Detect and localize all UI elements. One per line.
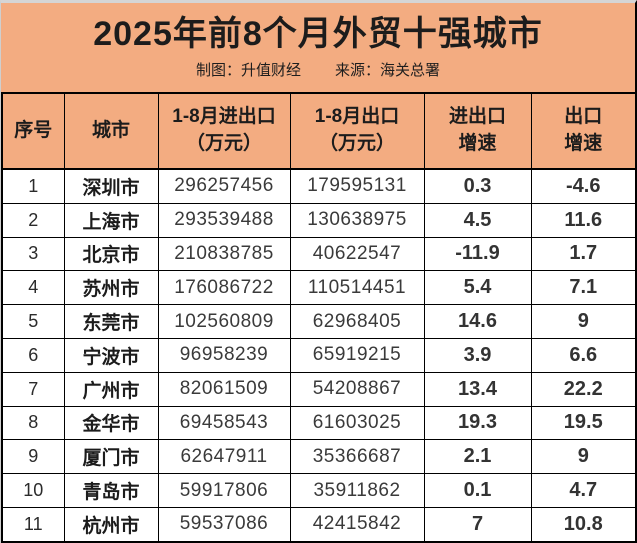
source-label: 来源：海关总署 xyxy=(335,62,441,79)
import-export-growth-cell: 0.1 xyxy=(423,473,532,508)
export-value-cell: 62968405 xyxy=(289,304,425,339)
export-value-cell: 65919215 xyxy=(289,337,425,373)
title-block: 2025年前8个月外贸十强城市 制图：升值财经 来源：海关总署 xyxy=(1,3,635,92)
city-cell: 东莞市 xyxy=(63,304,159,339)
import-export-value-cell: 82061509 xyxy=(157,371,291,407)
import-export-growth-cell: -11.9 xyxy=(423,236,532,272)
export-growth-cell: 22.2 xyxy=(530,371,635,407)
trade-table: 序号 城市 1-8月进出口 （万元） 1-8月出口 （万元） 进出口 增速 出口… xyxy=(1,92,635,543)
table-row: 1 深圳市 296257456 179595131 0.3 -4.6 xyxy=(1,168,635,204)
subtitle: 制图：升值财经 来源：海关总署 xyxy=(1,59,635,80)
import-export-growth-cell: 13.4 xyxy=(423,371,532,407)
table-row: 11 杭州市 59537086 42415842 7 10.8 xyxy=(1,506,635,543)
export-growth-cell: 6.6 xyxy=(530,337,635,373)
table-row: 5 东莞市 102560809 62968405 14.6 9 xyxy=(1,304,635,339)
import-export-growth-cell: 4.5 xyxy=(423,202,532,238)
table-row: 8 金华市 69458543 61603025 19.3 19.5 xyxy=(1,405,635,441)
header-import-export-value: 1-8月进出口 （万元） xyxy=(157,92,291,170)
table-row: 3 北京市 210838785 40622547 -11.9 1.7 xyxy=(1,236,635,272)
export-growth-cell: 7.1 xyxy=(530,270,635,306)
city-cell: 深圳市 xyxy=(63,168,159,204)
city-cell: 宁波市 xyxy=(63,337,159,373)
import-export-value-cell: 210838785 xyxy=(157,236,291,272)
rank-cell: 4 xyxy=(1,270,65,306)
export-value-cell: 179595131 xyxy=(289,168,425,204)
table-header: 序号 城市 1-8月进出口 （万元） 1-8月出口 （万元） 进出口 增速 出口… xyxy=(1,92,635,170)
import-export-value-cell: 293539488 xyxy=(157,202,291,238)
import-export-growth-cell: 7 xyxy=(423,506,532,543)
import-export-value-cell: 296257456 xyxy=(157,168,291,204)
rank-cell: 6 xyxy=(1,337,65,373)
city-cell: 上海市 xyxy=(63,202,159,238)
export-growth-cell: 1.7 xyxy=(530,236,635,272)
rank-cell: 2 xyxy=(1,202,65,238)
table-row: 7 广州市 82061509 54208867 13.4 22.2 xyxy=(1,371,635,407)
import-export-growth-cell: 5.4 xyxy=(423,270,532,306)
import-export-value-cell: 59917806 xyxy=(157,473,291,508)
rank-cell: 3 xyxy=(1,236,65,272)
export-value-cell: 61603025 xyxy=(289,405,425,441)
export-value-cell: 35366687 xyxy=(289,439,425,475)
export-value-cell: 130638975 xyxy=(289,202,425,238)
table-body: 1 深圳市 296257456 179595131 0.3 -4.6 2 上海市… xyxy=(1,168,635,543)
city-cell: 苏州市 xyxy=(63,270,159,306)
export-growth-cell: 19.5 xyxy=(530,405,635,441)
export-growth-cell: -4.6 xyxy=(530,168,635,204)
import-export-growth-cell: 14.6 xyxy=(423,304,532,339)
export-value-cell: 35911862 xyxy=(289,473,425,508)
table-row: 9 厦门市 62647911 35366687 2.1 9 xyxy=(1,439,635,475)
table-row: 6 宁波市 96958239 65919215 3.9 6.6 xyxy=(1,337,635,373)
header-rank: 序号 xyxy=(1,92,65,170)
import-export-growth-cell: 0.3 xyxy=(423,168,532,204)
export-value-cell: 40622547 xyxy=(289,236,425,272)
export-value-cell: 42415842 xyxy=(289,506,425,543)
import-export-value-cell: 59537086 xyxy=(157,506,291,543)
header-import-export-growth: 进出口 增速 xyxy=(423,92,532,170)
export-value-cell: 110514451 xyxy=(289,270,425,306)
rank-cell: 9 xyxy=(1,439,65,475)
page-title: 2025年前8个月外贸十强城市 xyxy=(93,15,543,53)
table-row: 4 苏州市 176086722 110514451 5.4 7.1 xyxy=(1,270,635,306)
import-export-value-cell: 62647911 xyxy=(157,439,291,475)
city-cell: 厦门市 xyxy=(63,439,159,475)
rank-cell: 5 xyxy=(1,304,65,339)
rank-cell: 11 xyxy=(1,506,65,543)
import-export-value-cell: 102560809 xyxy=(157,304,291,339)
export-growth-cell: 11.6 xyxy=(530,202,635,238)
rank-cell: 1 xyxy=(1,168,65,204)
header-export-growth: 出口 增速 xyxy=(530,92,635,170)
export-value-cell: 54208867 xyxy=(289,371,425,407)
credit-label: 制图：升值财经 xyxy=(195,62,301,79)
rank-cell: 8 xyxy=(1,405,65,441)
export-growth-cell: 9 xyxy=(530,304,635,339)
table-row: 10 青岛市 59917806 35911862 0.1 4.7 xyxy=(1,473,635,508)
table-row: 2 上海市 293539488 130638975 4.5 11.6 xyxy=(1,202,635,238)
city-cell: 青岛市 xyxy=(63,473,159,508)
city-cell: 北京市 xyxy=(63,236,159,272)
rank-cell: 7 xyxy=(1,371,65,407)
city-cell: 金华市 xyxy=(63,405,159,441)
city-cell: 广州市 xyxy=(63,371,159,407)
header-city: 城市 xyxy=(63,92,159,170)
import-export-value-cell: 69458543 xyxy=(157,405,291,441)
export-growth-cell: 9 xyxy=(530,439,635,475)
export-growth-cell: 10.8 xyxy=(530,506,635,543)
import-export-growth-cell: 2.1 xyxy=(423,439,532,475)
header-export-value: 1-8月出口 （万元） xyxy=(289,92,425,170)
import-export-value-cell: 176086722 xyxy=(157,270,291,306)
export-growth-cell: 4.7 xyxy=(530,473,635,508)
rank-cell: 10 xyxy=(1,473,65,508)
city-cell: 杭州市 xyxy=(63,506,159,543)
import-export-value-cell: 96958239 xyxy=(157,337,291,373)
import-export-growth-cell: 19.3 xyxy=(423,405,532,441)
table-header-row: 序号 城市 1-8月进出口 （万元） 1-8月出口 （万元） 进出口 增速 出口… xyxy=(1,92,635,170)
import-export-growth-cell: 3.9 xyxy=(423,337,532,373)
